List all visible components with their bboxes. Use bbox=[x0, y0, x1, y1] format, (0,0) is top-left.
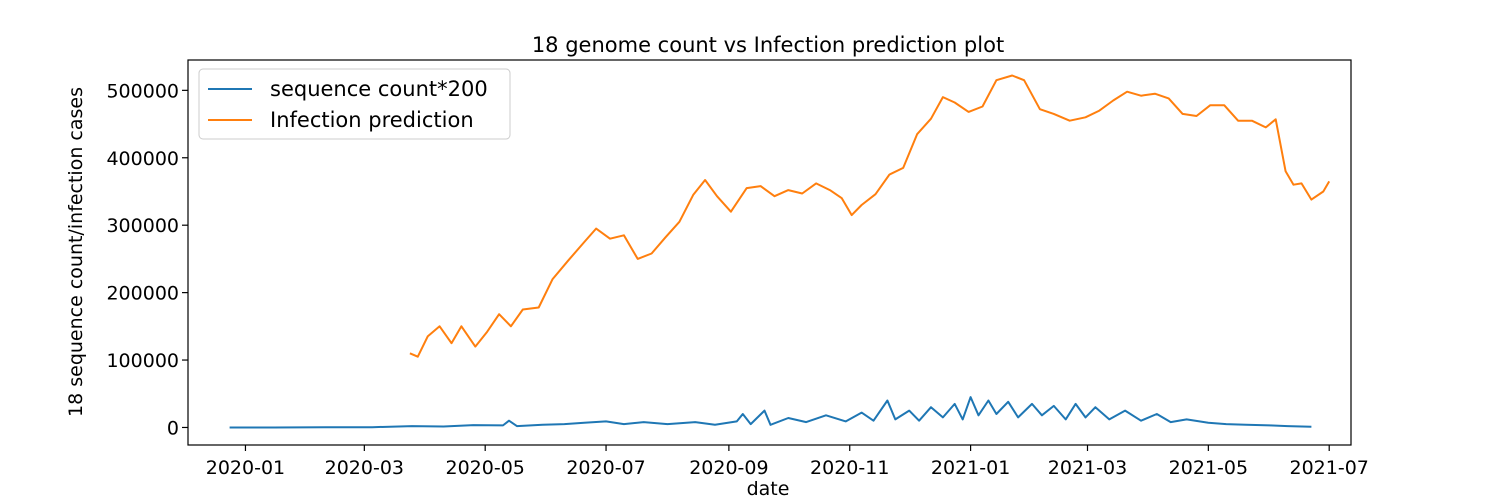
x-tick-label: 2021-03 bbox=[1048, 457, 1127, 479]
y-tick-label: 300000 bbox=[106, 215, 179, 237]
chart-title: 18 genome count vs Infection prediction … bbox=[532, 33, 1004, 57]
x-tick-label: 2020-03 bbox=[325, 457, 404, 479]
plot-area bbox=[229, 74, 1331, 429]
x-axis-ticks: 2020-01 2020-03 2020-05 2020-07 2020-09 2020-… bbox=[206, 445, 1369, 479]
x-tick-label: 2021-07 bbox=[1290, 457, 1369, 479]
legend-box bbox=[198, 68, 511, 140]
legend-label-sequence-count: sequence count*200 bbox=[270, 77, 488, 101]
legend: sequence count*200 Infection prediction bbox=[198, 68, 511, 140]
x-tick-label: 2020-05 bbox=[445, 457, 524, 479]
y-tick-label: 0 bbox=[167, 417, 179, 439]
x-tick-label: 2020-09 bbox=[689, 457, 768, 479]
x-tick-label: 2020-11 bbox=[810, 457, 889, 479]
x-tick-label: 2021-05 bbox=[1169, 457, 1248, 479]
y-axis-label: 18 sequence count/infection cases bbox=[65, 87, 87, 417]
y-axis-ticks: 0 100000 200000 300000 400000 500000 bbox=[106, 80, 188, 439]
series-line-infection-prediction bbox=[409, 74, 1331, 358]
y-tick-label: 400000 bbox=[106, 148, 179, 170]
legend-label-infection-prediction: Infection prediction bbox=[270, 108, 474, 132]
x-tick-label: 2020-01 bbox=[206, 457, 285, 479]
plot-frame bbox=[187, 59, 1352, 446]
y-tick-label: 500000 bbox=[106, 80, 179, 102]
y-tick-label: 200000 bbox=[106, 283, 179, 305]
x-tick-label: 2020-07 bbox=[566, 457, 645, 479]
x-axis-label: date bbox=[747, 478, 790, 500]
series-layer bbox=[229, 74, 1331, 429]
x-tick-label: 2021-01 bbox=[931, 457, 1010, 479]
y-tick-label: 100000 bbox=[106, 350, 179, 372]
series-line-sequence-count bbox=[229, 396, 1312, 429]
